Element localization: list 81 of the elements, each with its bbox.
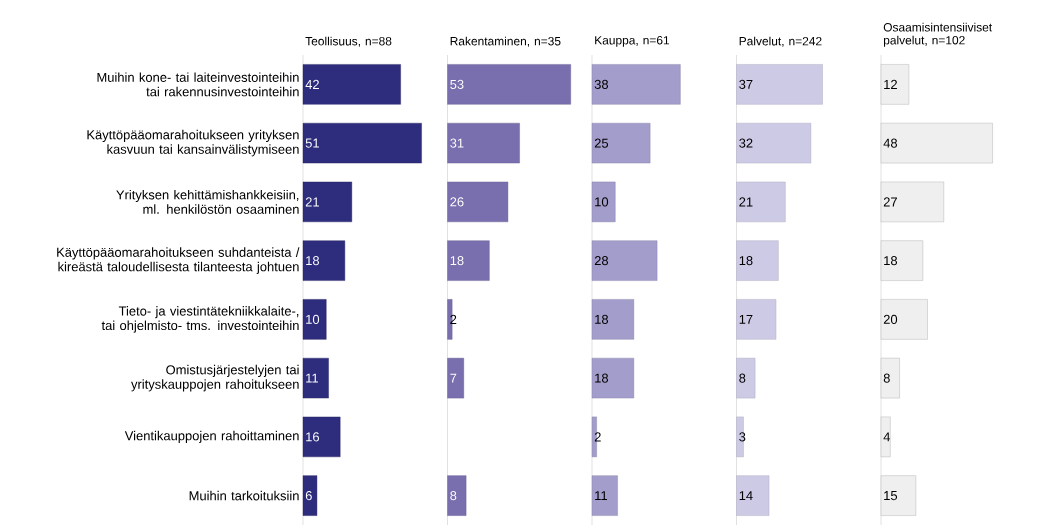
bar xyxy=(302,240,346,281)
data-label: 8 xyxy=(883,373,890,383)
data-label: 10 xyxy=(306,314,320,324)
y-tick-label: Käyttöpääomarahoitukseen yrityksen kasvuun tai kansainvälistymiseen xyxy=(87,129,299,157)
bar xyxy=(736,181,786,223)
data-label: 15 xyxy=(884,491,898,501)
data-label: 27 xyxy=(883,197,897,207)
data-label: 42 xyxy=(305,79,319,89)
data-label: 16 xyxy=(306,432,320,442)
y-tick-label: Omistusjärjestelyjen tai yrityskauppojen rahoitukseen xyxy=(131,364,299,392)
chart-title: Kauppa, n=61 xyxy=(595,36,670,47)
data-label: 12 xyxy=(884,79,897,89)
bar xyxy=(736,416,744,458)
data-label: 18 xyxy=(450,256,464,266)
data-label: 18 xyxy=(306,256,320,266)
bar xyxy=(302,357,329,399)
bar xyxy=(591,357,635,399)
y-tick-label: Yrityksen kehittämishankkeisiin, ml. henkilöstön osaaminen xyxy=(116,189,299,214)
data-label: 25 xyxy=(594,138,609,148)
data-label: 14 xyxy=(739,491,753,501)
bar xyxy=(736,299,777,340)
bar xyxy=(447,357,464,399)
bar xyxy=(736,122,812,164)
data-label: 18 xyxy=(595,314,609,324)
bar xyxy=(302,416,341,458)
data-label: 28 xyxy=(594,256,609,266)
bar xyxy=(302,475,318,516)
data-label: 18 xyxy=(884,256,898,266)
bar xyxy=(736,64,823,105)
bar xyxy=(302,64,401,105)
chart-title: Palvelut, n=242 xyxy=(739,36,822,47)
bar xyxy=(447,181,509,223)
bar xyxy=(591,416,597,458)
bar xyxy=(302,122,422,164)
data-label: 7 xyxy=(450,373,457,383)
bar xyxy=(591,64,681,105)
data-label: 48 xyxy=(883,138,898,148)
bar xyxy=(591,122,651,164)
data-label: 11 xyxy=(306,373,319,383)
chart-title: Teollisuus, n=88 xyxy=(305,36,392,47)
data-label: 26 xyxy=(450,197,464,207)
bar xyxy=(736,475,770,516)
bar xyxy=(591,299,635,340)
data-label: 10 xyxy=(595,197,609,207)
bar xyxy=(591,181,616,223)
data-label: 18 xyxy=(595,373,609,383)
data-label: 37 xyxy=(739,79,753,89)
data-label: 53 xyxy=(450,79,464,89)
bar xyxy=(447,475,467,516)
chart-title: Osaamisintensiiviset palvelut, n=102 xyxy=(883,22,993,47)
data-label: 21 xyxy=(739,197,753,207)
data-label: 38 xyxy=(594,79,609,89)
data-label: 8 xyxy=(450,491,457,501)
y-tick-label: Käyttöpääomarahoitukseen suhdanteista / kireästä taloudellisesta tilanteesta johtuen xyxy=(57,247,300,274)
y-tick-label: Tieto- ja viestintätekniikkalaite-, tai ohjelmisto- tms. investointeihin xyxy=(101,306,299,333)
data-label: 32 xyxy=(739,138,753,148)
data-label: 18 xyxy=(739,256,753,266)
data-label: 31 xyxy=(450,138,464,148)
bar xyxy=(302,181,353,223)
y-tick-label: Vientikauppojen rahoittaminen xyxy=(124,430,299,443)
bar xyxy=(591,240,658,281)
data-label: 11 xyxy=(595,491,608,501)
data-label: 6 xyxy=(305,491,312,501)
data-label: 51 xyxy=(305,138,319,148)
data-label: 8 xyxy=(739,373,746,383)
data-label: 21 xyxy=(305,197,319,207)
bar xyxy=(736,357,756,399)
chart-title: Rakentaminen, n=35 xyxy=(450,36,561,47)
data-label: 3 xyxy=(739,432,746,442)
data-label: 17 xyxy=(739,314,753,324)
bar xyxy=(302,299,327,340)
y-tick-label: Muihin tarkoituksiin xyxy=(189,490,299,501)
data-label: 20 xyxy=(883,314,898,324)
bar xyxy=(736,240,779,281)
bar xyxy=(447,122,520,164)
data-label: 4 xyxy=(883,432,891,442)
y-tick-label: Muihin kone- tai laiteinvestointeihin tai rakennusinvestointeihin xyxy=(97,72,299,97)
data-label: 2 xyxy=(594,432,601,442)
bar xyxy=(447,240,490,281)
bar xyxy=(447,64,571,105)
bar xyxy=(591,475,618,516)
